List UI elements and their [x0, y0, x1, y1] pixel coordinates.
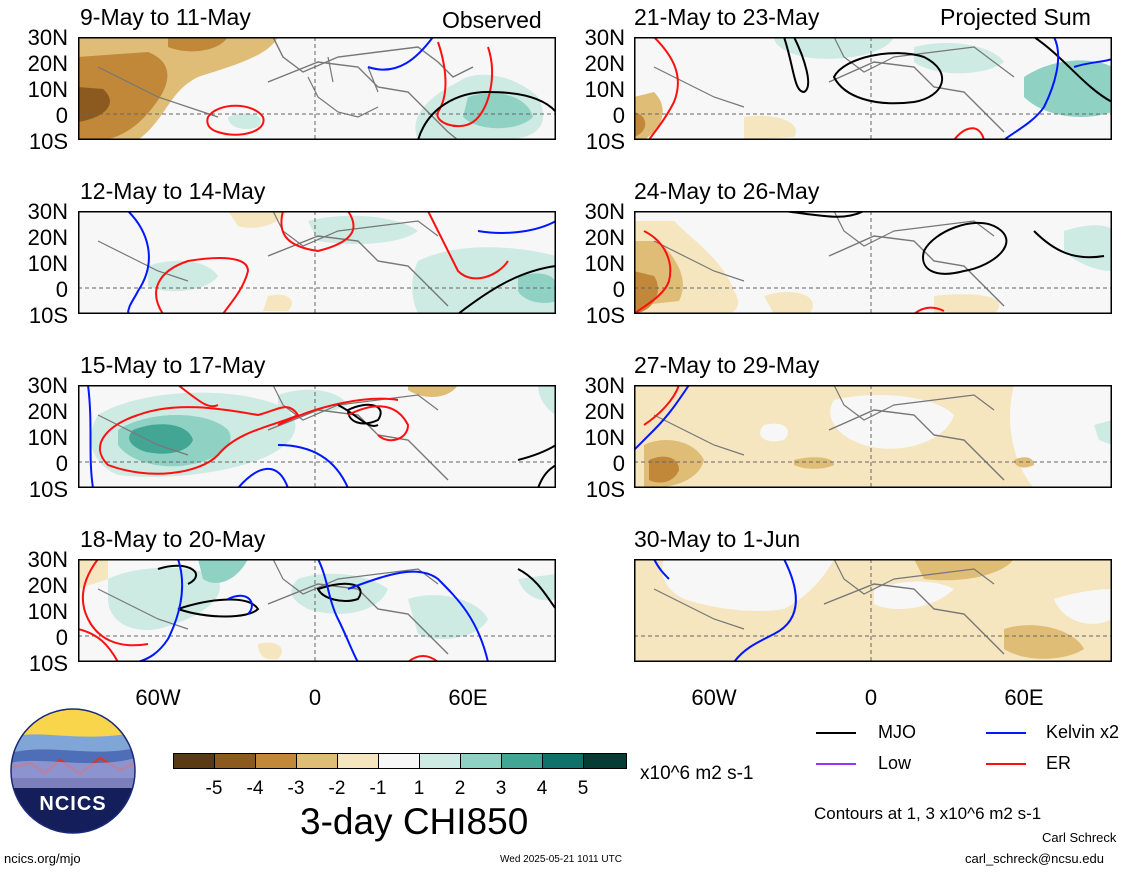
lat-label: 0: [55, 277, 68, 302]
legend-mjo-label: MJO: [878, 722, 916, 742]
lat-label: 30N: [584, 199, 625, 224]
lat-label: 10N: [27, 425, 68, 450]
colorbar-swatch: [542, 753, 584, 769]
lat-label: 10S: [585, 477, 625, 502]
lat-label: 20N: [584, 225, 625, 250]
colorbar-tick: 5: [577, 778, 589, 799]
panel-title-2: 21-May to 23-May: [634, 4, 820, 30]
lat-label: 10S: [585, 129, 625, 154]
colorbar-swatch: [460, 753, 502, 769]
legend-kelvin-label: Kelvin x2: [1046, 722, 1120, 742]
legend-mjo-line: [816, 732, 856, 734]
lat-label: 20N: [27, 225, 68, 250]
colorbar-units: x10^6 m2 s-1: [640, 763, 754, 784]
panel-title-4: 24-May to 26-May: [634, 178, 820, 204]
lat-label: 10S: [28, 651, 68, 676]
lat-label: 10S: [28, 129, 68, 154]
lat-label: 30N: [27, 547, 68, 572]
observed-label: Observed: [442, 7, 542, 33]
lon-label: 0: [308, 685, 322, 710]
colorbar-swatch: [337, 753, 379, 769]
legend-er-label: ER: [1046, 753, 1072, 773]
panel-title-7: 18-May to 20-May: [80, 526, 266, 552]
logo-text: NCICS: [39, 793, 107, 815]
colorbar-tick: -2: [328, 778, 346, 799]
colorbar-swatch: [583, 753, 627, 769]
lat-label: 30N: [27, 373, 68, 398]
lat-label: 30N: [584, 373, 625, 398]
lat-label: 10N: [27, 77, 68, 102]
map-panel-6: [634, 385, 1112, 488]
lat-label: 10N: [27, 599, 68, 624]
projected-label: Projected Sum: [940, 4, 1091, 30]
colorbar-tick: -3: [287, 778, 305, 799]
colorbar-swatch: [501, 753, 543, 769]
colorbar-swatch: [214, 753, 256, 769]
colorbar-swatch: [419, 753, 461, 769]
lat-label: 0: [612, 103, 625, 128]
map-panel-3: [78, 211, 556, 314]
lat-label: 20N: [584, 51, 625, 76]
map-panel-8: [634, 559, 1112, 662]
map-panel-1: [78, 37, 556, 140]
colorbar-swatch: [173, 753, 215, 769]
colorbar-tick: 3: [495, 778, 507, 799]
legend-er-line: [986, 763, 1026, 765]
colorbar: -5 -4 -3 -2 -1 1 2 3 4 5: [173, 753, 627, 813]
legend-low-label: Low: [878, 753, 912, 773]
colorbar-swatch: [296, 753, 338, 769]
lat-label: 30N: [27, 25, 68, 50]
colorbar-swatch: [255, 753, 297, 769]
legend-kelvin-line: [986, 732, 1026, 734]
lat-label: 30N: [584, 25, 625, 50]
footer-timestamp: Wed 2025-05-21 1011 UTC: [500, 854, 622, 865]
lat-label: 10S: [28, 477, 68, 502]
lat-label: 10N: [27, 251, 68, 276]
lon-label: 60W: [691, 685, 737, 710]
map-panel-4: [634, 211, 1112, 314]
colorbar-tick: 2: [454, 778, 466, 799]
panel-title-8: 30-May to 1-Jun: [634, 526, 801, 552]
lat-label: 20N: [27, 399, 68, 424]
chart-title: 3-day CHI850: [300, 801, 529, 842]
colorbar-tick: 1: [413, 778, 425, 799]
lat-label: 20N: [27, 573, 68, 598]
panel-title-6: 27-May to 29-May: [634, 352, 820, 378]
lat-label: 0: [55, 625, 68, 650]
contours-note: Contours at 1, 3 x10^6 m2 s-1: [814, 804, 1042, 823]
lat-label: 20N: [27, 51, 68, 76]
panel-title-1: 9-May to 11-May: [80, 4, 251, 30]
colorbar-swatch: [378, 753, 420, 769]
lat-label: 30N: [27, 199, 68, 224]
ncics-logo: NCICS: [10, 708, 136, 834]
footer-url[interactable]: ncics.org/mjo: [4, 851, 81, 866]
map-panel-7: [78, 559, 556, 662]
legend-low-line: [816, 763, 856, 765]
colorbar-tick: -4: [246, 778, 264, 799]
lon-label: 0: [864, 685, 878, 710]
lon-label: 60E: [1004, 685, 1044, 710]
footer-email[interactable]: carl_schreck@ncsu.edu: [965, 851, 1104, 866]
lat-label: 10S: [585, 303, 625, 328]
lon-label: 60E: [448, 685, 488, 710]
lat-label: 10S: [28, 303, 68, 328]
colorbar-tick: -1: [369, 778, 387, 799]
lat-label: 0: [612, 277, 625, 302]
lat-label: 10N: [584, 425, 625, 450]
lat-label: 0: [612, 451, 625, 476]
map-panel-5: [78, 385, 556, 488]
lat-label: 10N: [584, 77, 625, 102]
colorbar-tick: 4: [536, 778, 548, 799]
colorbar-tick: -5: [205, 778, 223, 799]
lat-label: 10N: [584, 251, 625, 276]
legend: MJO Kelvin x2 Low ER: [816, 718, 1135, 778]
lat-label: 0: [55, 451, 68, 476]
panel-title-5: 15-May to 17-May: [80, 352, 266, 378]
panel-title-3: 12-May to 14-May: [80, 178, 266, 204]
lon-label: 60W: [135, 685, 181, 710]
lat-label: 20N: [584, 399, 625, 424]
lat-label: 0: [55, 103, 68, 128]
footer-author: Carl Schreck: [1042, 830, 1117, 845]
map-panel-2: [634, 37, 1112, 140]
